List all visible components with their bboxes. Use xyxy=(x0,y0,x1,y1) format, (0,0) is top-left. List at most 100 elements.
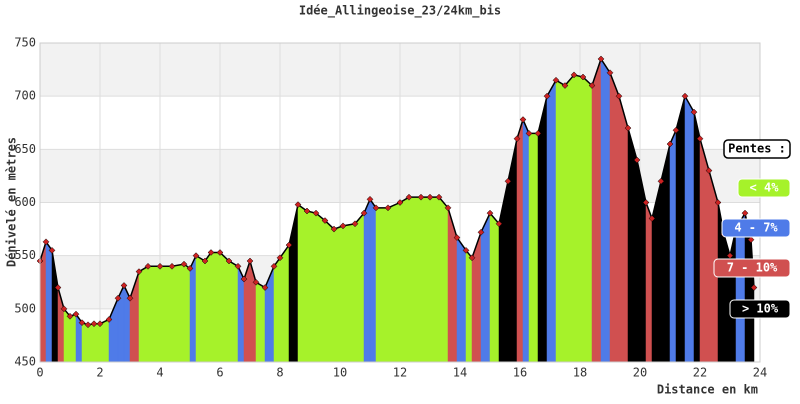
point-marker xyxy=(633,156,641,164)
point-marker xyxy=(642,199,650,206)
point-marker xyxy=(690,108,698,116)
x-tick-label: 16 xyxy=(513,366,527,380)
slope-segment xyxy=(651,181,662,363)
slope-segment xyxy=(354,212,365,363)
slope-segment xyxy=(255,281,266,363)
point-marker xyxy=(303,207,311,215)
point-marker xyxy=(519,116,527,123)
slope-segment xyxy=(138,265,149,363)
x-tick-label: 8 xyxy=(276,366,283,380)
point-marker xyxy=(270,262,278,270)
point-marker xyxy=(168,262,176,270)
y-tick-label: 650 xyxy=(14,142,36,156)
slope-segment xyxy=(375,207,389,363)
slope-segment xyxy=(189,255,197,363)
legend-box xyxy=(721,218,791,238)
point-marker xyxy=(54,284,62,291)
slope-segment xyxy=(195,255,206,363)
point-marker xyxy=(435,193,443,201)
slope-segment xyxy=(204,251,212,363)
point-marker xyxy=(294,201,302,208)
point-marker xyxy=(672,126,680,134)
point-marker xyxy=(579,73,587,81)
point-marker xyxy=(156,262,164,270)
slope-segment xyxy=(279,244,290,363)
point-marker xyxy=(105,316,113,323)
point-marker xyxy=(192,252,200,260)
slope-segment xyxy=(69,313,77,363)
point-marker xyxy=(681,92,689,100)
y-axis-label: Dénivelé en mètres xyxy=(5,137,19,267)
x-tick-label: 0 xyxy=(36,366,43,380)
y-tick-label: 600 xyxy=(14,195,36,209)
slope-segment xyxy=(480,213,491,363)
point-marker xyxy=(462,246,470,254)
point-marker xyxy=(135,268,143,275)
point-marker xyxy=(657,177,665,185)
slope-segment xyxy=(609,72,620,363)
point-marker xyxy=(705,167,713,174)
x-tick-label: 12 xyxy=(393,366,407,380)
x-tick-label: 4 xyxy=(156,366,163,380)
point-marker xyxy=(384,204,392,212)
slope-segment xyxy=(645,202,653,363)
point-marker xyxy=(504,177,512,185)
slope-segment xyxy=(522,119,530,363)
point-marker xyxy=(276,254,284,262)
point-marker xyxy=(60,305,68,313)
slope-segment xyxy=(159,266,173,363)
slope-segment xyxy=(342,223,356,363)
slope-segment xyxy=(564,74,575,363)
x-tick-label: 2 xyxy=(96,366,103,380)
point-marker xyxy=(372,204,380,212)
point-marker xyxy=(246,257,254,265)
slope-segment xyxy=(81,322,89,363)
slope-segment xyxy=(693,112,701,363)
slope-segment xyxy=(528,133,539,363)
slope-segment xyxy=(387,202,401,363)
x-axis-label: Distance en km xyxy=(657,383,758,397)
point-marker xyxy=(48,246,56,254)
point-marker xyxy=(252,278,260,286)
legend-label: 7 - 10% xyxy=(727,261,778,275)
slope-segment xyxy=(675,96,686,363)
point-marker xyxy=(405,193,413,201)
point-marker xyxy=(741,209,749,217)
slope-segment xyxy=(363,199,371,363)
point-marker xyxy=(561,82,569,89)
point-marker xyxy=(240,275,248,283)
slope-segment xyxy=(546,79,557,363)
x-tick-label: 22 xyxy=(693,366,707,380)
legend-label: > 10% xyxy=(742,302,779,316)
slope-segment xyxy=(183,263,191,363)
slope-segment xyxy=(516,119,524,363)
slope-segment xyxy=(315,212,326,363)
point-marker xyxy=(495,220,503,228)
slope-segment xyxy=(147,266,161,363)
slope-segment xyxy=(627,127,638,363)
legend-box xyxy=(723,139,791,159)
slope-segment xyxy=(45,241,53,363)
point-marker xyxy=(714,199,722,206)
slope-segment xyxy=(573,74,584,363)
point-marker xyxy=(360,209,368,217)
slope-segment xyxy=(582,76,593,363)
slope-segment xyxy=(87,323,95,363)
plot-border xyxy=(39,42,761,363)
point-marker xyxy=(396,199,404,206)
x-tick-label: 10 xyxy=(333,366,347,380)
legend-label: < 4% xyxy=(750,181,780,195)
point-marker xyxy=(417,193,425,201)
slope-segment xyxy=(408,196,422,363)
point-marker xyxy=(261,284,269,291)
slope-segment xyxy=(555,79,566,363)
slope-segment xyxy=(324,219,335,363)
y-tick-label: 450 xyxy=(14,355,36,369)
point-marker xyxy=(72,310,80,318)
slope-segment xyxy=(399,196,410,363)
point-marker xyxy=(486,209,494,217)
point-marker xyxy=(96,320,104,328)
legend: Pentes : < 4% 4 - 7% 7 - 10% > 10% xyxy=(713,139,791,319)
point-marker xyxy=(120,282,128,289)
slope-segment xyxy=(306,210,317,363)
